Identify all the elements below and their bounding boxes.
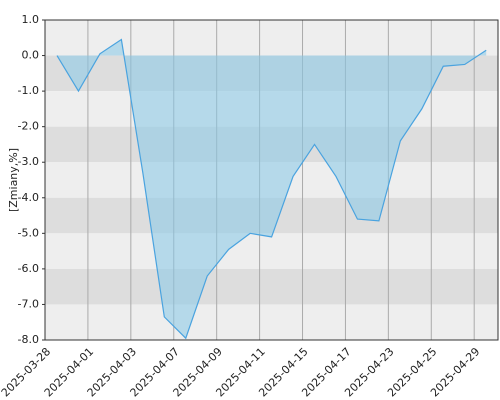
y-tick-label: -6.0 bbox=[18, 262, 39, 275]
band bbox=[45, 268, 498, 305]
y-tick-label: 0.0 bbox=[22, 49, 40, 62]
y-tick-label: -1.0 bbox=[18, 84, 39, 97]
y-tick-label: -7.0 bbox=[18, 297, 39, 310]
y-tick-label: -5.0 bbox=[18, 226, 39, 239]
band bbox=[45, 233, 498, 269]
y-axis-label: [Zmiany,%] bbox=[7, 148, 20, 212]
y-tick-label: -2.0 bbox=[18, 120, 39, 133]
y-tick-label: 1.0 bbox=[22, 13, 40, 26]
band bbox=[45, 304, 498, 340]
y-tick-label: -4.0 bbox=[18, 191, 39, 204]
area bbox=[57, 39, 487, 339]
y-tick-label: -8.0 bbox=[18, 333, 39, 346]
line bbox=[56, 38, 487, 340]
y-tick-label: -3.0 bbox=[18, 155, 39, 168]
plot-frame bbox=[44, 19, 499, 341]
